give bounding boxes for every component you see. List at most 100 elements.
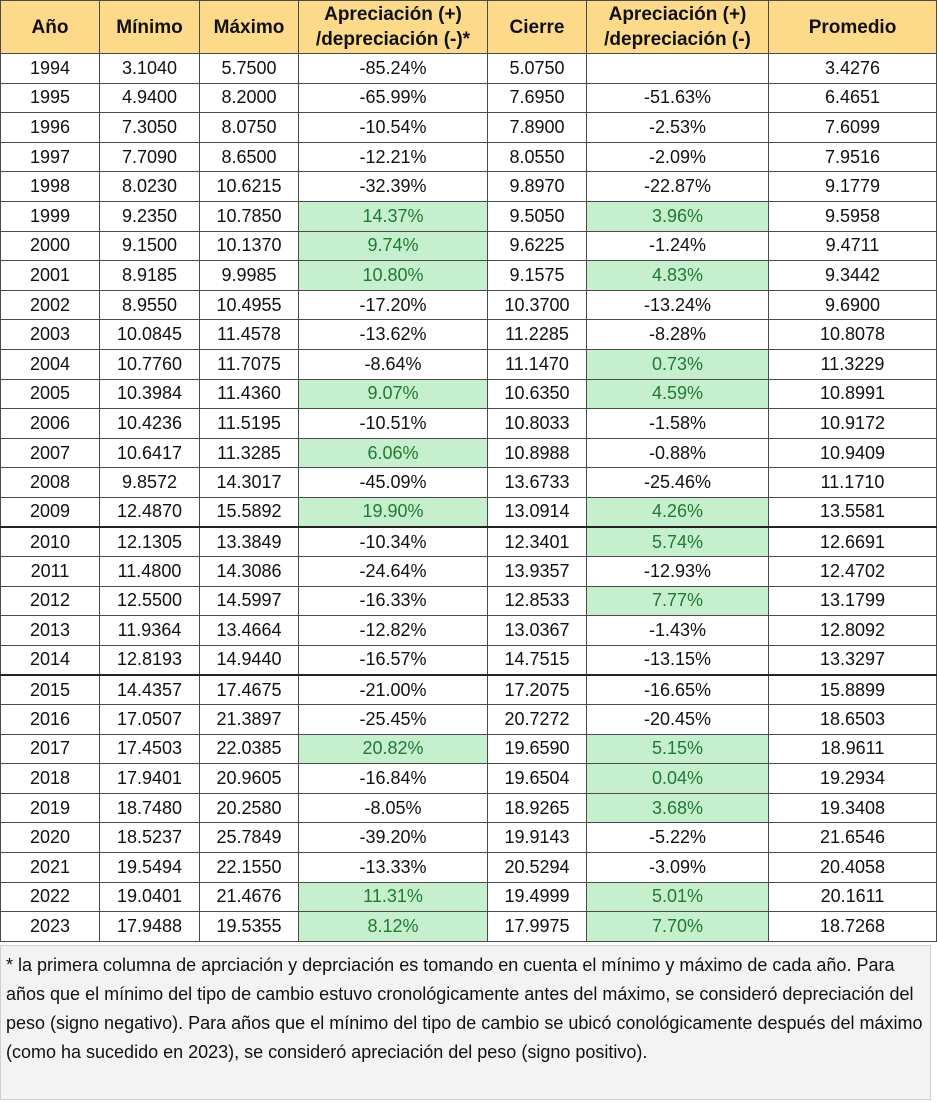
cell-close: 13.0914 [487,496,587,528]
cell-appreciation-close: 4.26% [586,496,769,528]
cell-year: 2009 [0,496,100,528]
cell-appreciation-minmax: -12.82% [298,615,488,646]
cell-min: 10.7760 [99,348,200,380]
cell-appreciation-minmax: 19.90% [298,496,488,528]
cell-close: 9.5050 [487,200,587,232]
cell-year: 1998 [0,171,100,202]
cell-min: 12.8193 [99,644,200,676]
table-row: 2022 19.0401 21.4676 11.31% 19.4999 5.01% 20.1… [0,881,937,913]
cell-average: 12.8092 [768,615,937,646]
cell-max: 14.3086 [199,556,299,587]
cell-year: 2012 [0,585,100,617]
table-row: 1998 8.0230 10.6215 -32.39% 9.8970 -22.87% 9.1… [0,171,937,202]
cell-average: 12.4702 [768,556,937,587]
table-row: 2010 12.1305 13.3849 -10.34% 12.3401 5.74% 12.… [0,526,937,558]
cell-average: 7.6099 [768,112,937,143]
table-row: 2009 12.4870 15.5892 19.90% 13.0914 4.26% 13.5… [0,496,937,528]
exchange-rate-table-container: Año Mínimo Máximo Apreciación (+) /depre… [0,0,937,942]
cell-appreciation-close: 0.73% [586,348,769,380]
cell-max: 22.1550 [199,852,299,883]
cell-appreciation-minmax: -65.99% [298,82,488,114]
cell-appreciation-close: 4.59% [586,378,769,410]
cell-min: 10.6417 [99,437,200,469]
cell-max: 8.2000 [199,82,299,114]
table-row: 1997 7.7090 8.6500 -12.21% 8.0550 -2.09% 7.951… [0,141,937,173]
cell-appreciation-close: 3.96% [586,200,769,232]
cell-year: 1996 [0,112,100,143]
cell-min: 11.4800 [99,556,200,587]
cell-close: 9.1575 [487,260,587,291]
cell-appreciation-minmax: -16.33% [298,585,488,617]
cell-average: 20.1611 [768,881,937,913]
cell-max: 14.9440 [199,644,299,676]
cell-average: 18.6503 [768,704,937,735]
header-close: Cierre [487,0,587,54]
table-row: 2011 11.4800 14.3086 -24.64% 13.9357 -12.93% 1… [0,556,937,587]
cell-max: 11.7075 [199,348,299,380]
cell-year: 2001 [0,260,100,291]
cell-min: 9.1500 [99,230,200,262]
cell-year: 2014 [0,644,100,676]
header-year: Año [0,0,100,54]
cell-average: 10.8078 [768,319,937,350]
cell-appreciation-minmax: 9.07% [298,378,488,410]
table-header-row: Año Mínimo Máximo Apreciación (+) /depre… [0,0,937,54]
cell-min: 18.7480 [99,792,200,824]
cell-appreciation-minmax: 20.82% [298,733,488,765]
cell-year: 2015 [0,673,100,706]
table-row: 2023 17.9488 19.5355 8.12% 17.9975 7.70% 18.72… [0,911,937,942]
cell-max: 8.6500 [199,141,299,173]
cell-max: 11.4360 [199,378,299,410]
cell-min: 9.2350 [99,200,200,232]
cell-year: 2013 [0,615,100,646]
cell-average: 13.5581 [768,496,937,528]
cell-close: 9.6225 [487,230,587,262]
cell-average: 12.6691 [768,526,937,558]
cell-year: 2017 [0,733,100,765]
cell-max: 13.4664 [199,615,299,646]
cell-min: 11.9364 [99,615,200,646]
cell-appreciation-close: 7.70% [586,911,769,942]
cell-appreciation-close: -25.46% [586,467,769,498]
cell-average: 19.2934 [768,763,937,794]
header-appreciation-minmax: Apreciación (+) /depreciación (-)* [298,0,488,54]
cell-close: 19.6590 [487,733,587,765]
cell-average: 10.9409 [768,437,937,469]
cell-max: 5.7500 [199,53,299,84]
table-row: 1995 4.9400 8.2000 -65.99% 7.6950 -51.63% 6.46… [0,82,937,114]
header-appreciation-close: Apreciación (+) /depreciación (-) [586,0,769,54]
table-row: 1994 3.1040 5.7500 -85.24% 5.0750 3.4276 [0,53,937,84]
cell-min: 17.4503 [99,733,200,765]
cell-year: 2003 [0,319,100,350]
table-row: 1999 9.2350 10.7850 14.37% 9.5050 3.96% 9.5958 [0,200,937,232]
cell-min: 7.7090 [99,141,200,173]
cell-max: 17.4675 [199,673,299,706]
cell-close: 19.4999 [487,881,587,913]
cell-close: 10.6350 [487,378,587,410]
cell-average: 21.6546 [768,822,937,854]
cell-appreciation-minmax: -12.21% [298,141,488,173]
cell-close: 10.8988 [487,437,587,469]
cell-min: 7.3050 [99,112,200,143]
table-row: 2014 12.8193 14.9440 -16.57% 14.7515 -13.15% 1… [0,644,937,676]
cell-max: 15.5892 [199,496,299,528]
cell-appreciation-minmax: 14.37% [298,200,488,232]
cell-appreciation-close: -1.24% [586,230,769,262]
header-max: Máximo [199,0,299,54]
table-row: 2013 11.9364 13.4664 -12.82% 13.0367 -1.43% 12… [0,615,937,646]
cell-max: 10.7850 [199,200,299,232]
cell-close: 9.8970 [487,171,587,202]
cell-close: 17.2075 [487,673,587,706]
cell-max: 22.0385 [199,733,299,765]
cell-average: 15.8899 [768,673,937,706]
cell-close: 10.3700 [487,289,587,321]
cell-appreciation-close: -22.87% [586,171,769,202]
cell-year: 2007 [0,437,100,469]
cell-max: 14.3017 [199,467,299,498]
cell-average: 10.8991 [768,378,937,410]
cell-year: 2005 [0,378,100,410]
cell-appreciation-minmax: -39.20% [298,822,488,854]
cell-close: 19.6504 [487,763,587,794]
cell-appreciation-close: -51.63% [586,82,769,114]
cell-min: 17.9488 [99,911,200,942]
